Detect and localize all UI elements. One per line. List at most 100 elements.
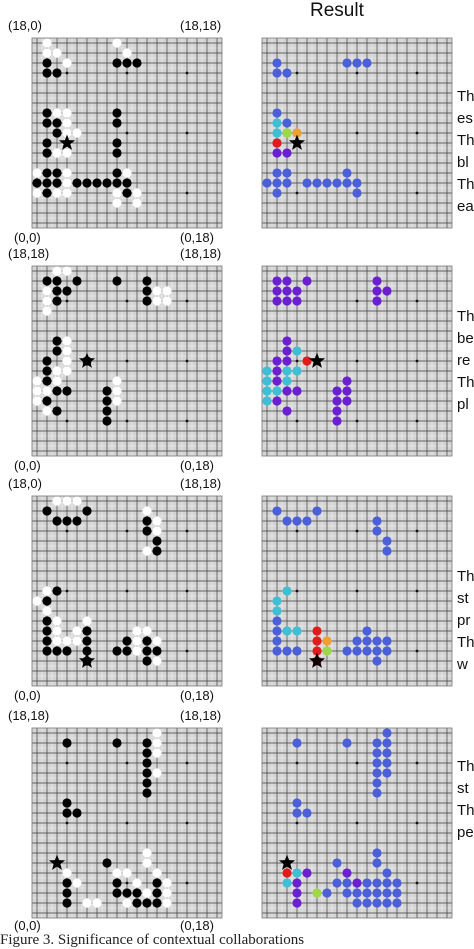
white-stone: [132, 646, 142, 656]
blue-significance-dot: [372, 656, 382, 666]
side-text-line: pe: [457, 824, 474, 841]
hoshi-point: [295, 191, 299, 195]
side-text-line: Th: [457, 802, 474, 819]
blue-significance-dot: [382, 728, 392, 738]
blue-significance-dot: [352, 58, 362, 68]
hoshi-point: [415, 191, 419, 195]
purple-significance-dot: [282, 346, 292, 356]
blue-significance-dot: [362, 58, 372, 68]
white-stone: [42, 586, 52, 596]
blue-significance-dot: [392, 878, 402, 888]
blue-significance-dot: [352, 888, 362, 898]
side-text-line: Th: [457, 374, 474, 391]
purple-significance-dot: [292, 878, 302, 888]
purple-significance-dot: [342, 396, 352, 406]
white-stone: [52, 496, 62, 506]
coord-bottom-left: (0,0): [14, 458, 41, 473]
black-stone: [152, 888, 162, 898]
cyan-significance-dot: [262, 366, 272, 376]
black-stone: [52, 178, 62, 188]
white-stone: [72, 128, 82, 138]
cyan-significance-dot: [292, 868, 302, 878]
coord-top-right: (18,18): [180, 476, 222, 491]
white-stone: [112, 868, 122, 878]
blue-significance-dot: [362, 878, 372, 888]
white-stone: [142, 546, 152, 556]
hoshi-point: [185, 881, 189, 885]
black-stone: [42, 616, 52, 626]
white-stone: [142, 858, 152, 868]
result-header: Result: [310, 0, 364, 21]
black-stone: [112, 888, 122, 898]
black-stone: [112, 276, 122, 286]
cyan-significance-dot: [292, 346, 302, 356]
side-text-line: Th: [457, 634, 474, 651]
board-border: [31, 727, 223, 919]
go-board: [31, 727, 223, 919]
cyan-significance-dot: [292, 366, 302, 376]
purple-significance-dot: [282, 276, 292, 286]
blue-significance-dot: [302, 808, 312, 818]
black-stone: [62, 798, 72, 808]
hoshi-point: [415, 131, 419, 135]
hoshi-point: [185, 71, 189, 75]
purple-significance-dot: [332, 406, 342, 416]
purple-significance-dot: [272, 376, 282, 386]
black-stone: [142, 526, 152, 536]
white-stone: [42, 296, 52, 306]
cyan-significance-dot: [262, 396, 272, 406]
black-stone: [112, 738, 122, 748]
black-stone: [62, 738, 72, 748]
hoshi-point: [295, 761, 299, 765]
hoshi-point: [355, 131, 359, 135]
black-stone: [142, 898, 152, 908]
blue-significance-dot: [332, 878, 342, 888]
side-text-line: es: [457, 110, 473, 127]
black-stone: [42, 276, 52, 286]
blue-significance-dot: [272, 58, 282, 68]
blue-significance-dot: [342, 738, 352, 748]
black-stone: [112, 168, 122, 178]
blue-significance-dot: [382, 768, 392, 778]
black-stone: [42, 396, 52, 406]
orange-significance-dot: [292, 128, 302, 138]
white-stone: [32, 396, 42, 406]
coord-bottom-right: (0,18): [180, 230, 214, 245]
blue-significance-dot: [382, 888, 392, 898]
hoshi-point: [125, 419, 129, 423]
cyan-significance-dot: [282, 586, 292, 596]
hoshi-point: [185, 419, 189, 423]
hoshi-point: [185, 589, 189, 593]
purple-significance-dot: [302, 276, 312, 286]
white-stone: [62, 346, 72, 356]
white-stone: [92, 898, 102, 908]
blue-significance-dot: [292, 646, 302, 656]
hoshi-point: [355, 821, 359, 825]
black-stone: [82, 646, 92, 656]
blue-significance-dot: [352, 636, 362, 646]
hoshi-point: [185, 761, 189, 765]
white-stone: [82, 616, 92, 626]
black-stone: [42, 506, 52, 516]
blue-significance-dot: [312, 178, 322, 188]
result-board: [261, 265, 453, 457]
black-stone: [102, 396, 112, 406]
white-stone: [112, 386, 122, 396]
white-stone: [162, 888, 172, 898]
black-stone: [122, 636, 132, 646]
orange-significance-dot: [322, 636, 332, 646]
white-stone: [32, 188, 42, 198]
blue-significance-dot: [372, 516, 382, 526]
black-stone: [142, 758, 152, 768]
black-stone: [142, 646, 152, 656]
hoshi-point: [125, 359, 129, 363]
hoshi-point: [355, 299, 359, 303]
black-stone: [62, 888, 72, 898]
white-stone: [122, 48, 132, 58]
cyan-significance-dot: [272, 386, 282, 396]
hoshi-point: [415, 881, 419, 885]
white-stone: [52, 266, 62, 276]
coord-top-left: (18,18): [8, 708, 50, 723]
purple-significance-dot: [292, 386, 302, 396]
blue-significance-dot: [282, 516, 292, 526]
